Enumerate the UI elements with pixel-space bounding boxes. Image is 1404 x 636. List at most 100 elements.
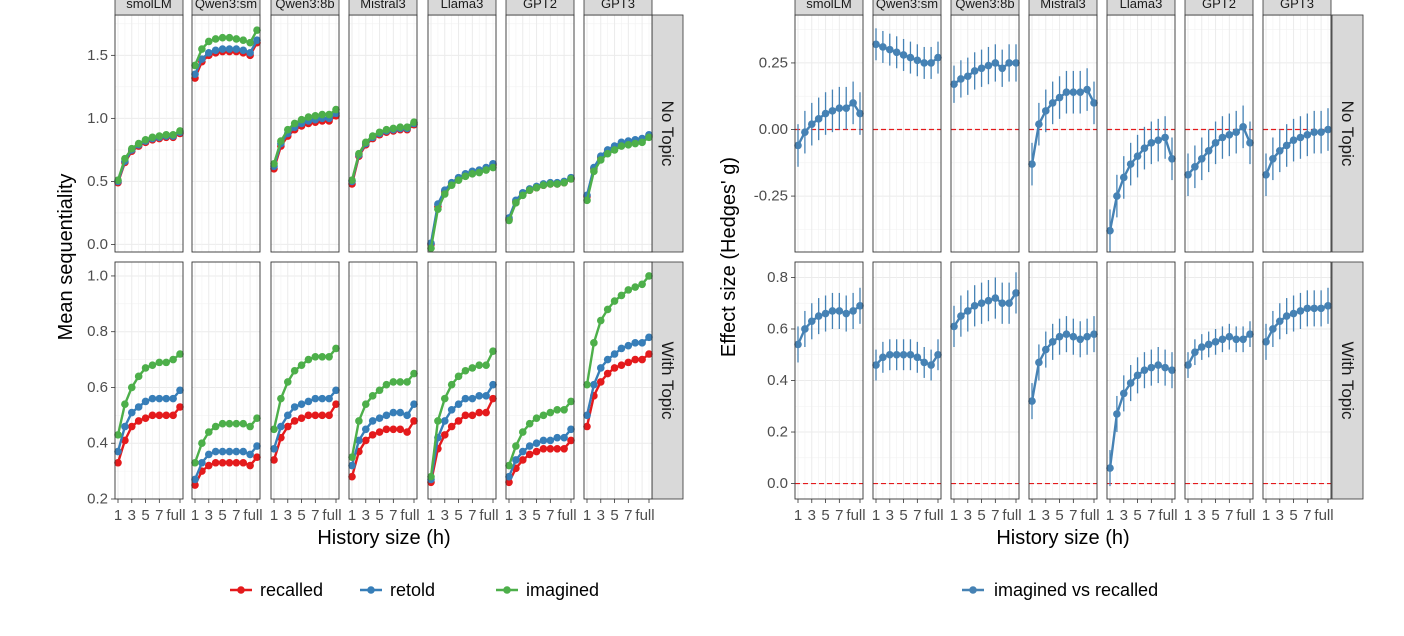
x-tick-label: 7 [991, 507, 999, 524]
data-point-imagined [355, 149, 363, 158]
data-point [906, 350, 915, 359]
facet-column-strip [794, 0, 864, 16]
data-point-recalled [645, 350, 653, 358]
facet-row-label: No Topic [1338, 101, 1357, 167]
panel-border [348, 261, 418, 500]
facet-panel: Mistral3 [1028, 0, 1098, 253]
data-point-recalled [283, 422, 292, 431]
data-point [814, 115, 823, 123]
panel-background [1185, 15, 1253, 252]
x-axis-title: History size (h) [996, 527, 1129, 549]
data-point [963, 307, 972, 315]
data-point-retold [631, 339, 640, 347]
x-tick-label: 3 [284, 507, 292, 524]
y-axis-title: Effect size (Hedges' g) [718, 157, 740, 357]
data-point-retold [583, 411, 591, 420]
x-tick-label: 3 [128, 507, 136, 524]
data-point [1218, 133, 1227, 142]
data-point-retold [191, 475, 199, 484]
data-point [1191, 162, 1199, 171]
x-tick-label: full [166, 507, 185, 524]
panel-background [1107, 15, 1175, 252]
data-point-imagined [155, 132, 164, 140]
x-tick-label: full [1080, 507, 1099, 524]
facet-panel: 1 3 5 7 full [114, 261, 186, 524]
data-point [872, 361, 880, 369]
data-point-retold [553, 433, 562, 442]
data-point [879, 353, 887, 362]
data-point-recalled [169, 411, 177, 420]
facet-panel: Qwen3:8b [950, 0, 1020, 253]
data-point-imagined [454, 372, 463, 381]
data-point-recalled [567, 436, 575, 445]
panel-background [1029, 15, 1097, 252]
x-tick-label: 3 [1042, 507, 1050, 524]
data-point-retold [176, 386, 184, 395]
data-point [913, 353, 922, 362]
data-point-retold [218, 447, 227, 456]
data-point-imagined [624, 286, 633, 294]
data-point-retold [134, 403, 143, 411]
data-point-imagined [198, 45, 206, 53]
facet-panel: 1 3 5 7 full [191, 261, 263, 524]
data-point [906, 53, 915, 62]
data-point-imagined [218, 419, 227, 428]
facet-column-label: smolLM [806, 0, 852, 11]
data-point-imagined [311, 112, 320, 120]
data-point [1005, 299, 1013, 308]
data-point-recalled [253, 453, 261, 461]
data-point-retold [638, 339, 646, 347]
data-point-imagined [532, 414, 541, 422]
data-point-retold [525, 442, 534, 450]
data-point-imagined [297, 115, 306, 124]
facet-column-label: Mistral3 [1040, 0, 1086, 11]
data-point [1289, 309, 1298, 318]
data-point-imagined [403, 123, 411, 131]
y-tick-label: 0.00 [759, 121, 788, 138]
data-point-imagined [645, 272, 653, 280]
data-point-imagined [355, 417, 363, 425]
data-point [1161, 363, 1169, 372]
data-point-recalled [270, 456, 278, 464]
data-point-imagined [645, 133, 653, 142]
data-point [794, 340, 802, 349]
data-point-recalled [368, 431, 377, 439]
data-point-imagined [232, 35, 241, 43]
data-point-imagined [318, 353, 327, 361]
data-point-imagined [617, 142, 626, 150]
data-point-retold [610, 350, 619, 358]
facet-panel: GPT3 [1262, 0, 1332, 253]
data-point [872, 40, 880, 49]
data-point-retold [512, 456, 520, 464]
data-point-recalled [396, 425, 405, 434]
legend-key-point [237, 586, 245, 594]
data-point [920, 59, 929, 67]
data-point [1041, 345, 1050, 354]
sequentiality-chart: No Topic 0.0 0.5 1.0 1.5 smolLM Qwen3:sm Qwen3:… [55, 0, 684, 600]
data-point-recalled [134, 417, 143, 425]
facet-panel: Mistral3 [348, 0, 418, 253]
x-tick-label: full [557, 507, 576, 524]
data-point-recalled [468, 411, 477, 420]
x-tick-label: full [635, 507, 654, 524]
data-point [1296, 307, 1305, 315]
facet-column-strip [872, 0, 942, 16]
data-point-imagined [270, 425, 278, 434]
x-tick-label: 3 [886, 507, 894, 524]
data-point-imagined [539, 411, 548, 420]
data-point [1218, 335, 1227, 344]
data-point [1106, 226, 1114, 235]
x-tick-label: 1 [270, 507, 278, 524]
data-point-imagined [532, 183, 541, 192]
data-point-imagined [198, 439, 206, 448]
data-point [1076, 335, 1085, 344]
data-point-retold [539, 436, 548, 445]
data-point-retold [304, 397, 313, 406]
data-point [1048, 338, 1057, 346]
data-point [1140, 144, 1149, 152]
data-point-recalled [348, 472, 356, 481]
data-point-imagined [277, 137, 285, 145]
data-point [1168, 154, 1176, 163]
data-point [1269, 325, 1277, 333]
data-point-retold [403, 411, 411, 420]
